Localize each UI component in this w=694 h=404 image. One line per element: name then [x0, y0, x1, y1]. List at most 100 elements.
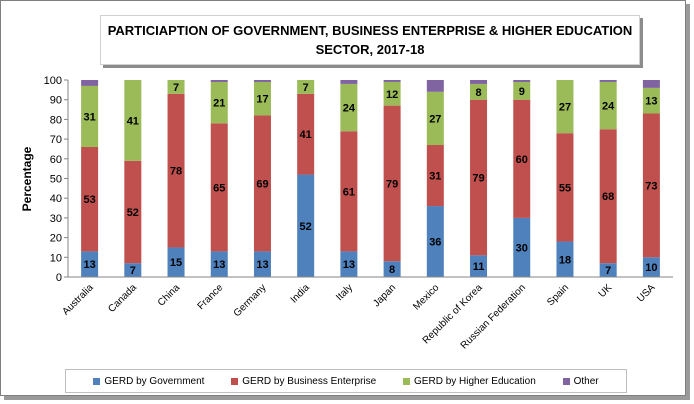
bar-segment: [81, 80, 99, 86]
bars: 1353317524115787136521136917524171361248…: [81, 80, 660, 277]
bar-segment: [642, 87, 660, 114]
y-axis-label: Percentage: [20, 146, 34, 211]
legend-swatch: [562, 377, 570, 385]
bar-segment: [124, 80, 142, 161]
data-label: 7: [173, 82, 179, 94]
y-tick-label: 40: [50, 193, 62, 205]
bar-segment: [642, 113, 660, 258]
y-tick-label: 80: [50, 114, 62, 126]
data-label: 69: [256, 178, 268, 190]
bar-segment: [513, 81, 531, 100]
x-tick-label: UK: [597, 282, 615, 300]
x-tick-label: Australia: [60, 282, 96, 318]
data-label: 13: [256, 259, 268, 271]
bar-segment: [81, 146, 99, 252]
bar-segment: [599, 263, 617, 277]
bar-segment: [167, 247, 185, 277]
bar-segment: [167, 93, 185, 248]
data-label: 31: [429, 171, 441, 183]
y-tick-label: 10: [50, 252, 62, 264]
data-label: 24: [602, 101, 615, 113]
data-label: 17: [256, 94, 268, 106]
bar-segment: [426, 145, 444, 207]
bar-segment: [340, 131, 358, 252]
bar-segment: [426, 91, 444, 146]
data-label: 79: [472, 173, 484, 185]
bar-segment: [297, 174, 315, 277]
data-label: 13: [343, 259, 355, 271]
x-tick-label: Mexico: [411, 282, 441, 312]
bar-segment: [599, 80, 617, 82]
x-tick-label: China: [156, 282, 183, 309]
bar-segment: [470, 99, 488, 256]
y-tick-label: 100: [44, 75, 62, 87]
legend: GERD by Government GERD by Business Enter…: [65, 369, 627, 393]
data-label: 24: [343, 103, 356, 115]
legend-swatch: [231, 377, 239, 385]
data-label: 15: [170, 257, 182, 269]
bar-segment: [297, 93, 315, 175]
bar-segment: [253, 115, 271, 252]
y-axis: 0 10 20 30 40 50 60 70 80 90 100: [44, 75, 69, 284]
data-label: 13: [645, 96, 657, 108]
data-label: 79: [386, 178, 398, 190]
data-label: 11: [473, 261, 485, 273]
x-tick-label: Spain: [545, 282, 571, 308]
data-label: 13: [213, 259, 225, 271]
data-label: 8: [389, 264, 395, 276]
y-tick-label: 0: [56, 272, 62, 284]
data-label: 18: [559, 254, 571, 266]
data-label: 31: [83, 111, 95, 123]
data-label: 7: [130, 265, 136, 277]
data-label: 13: [83, 259, 95, 271]
y-tick-label: 50: [50, 174, 62, 186]
y-tick-label: 60: [50, 154, 62, 166]
data-label: 30: [516, 242, 528, 254]
legend-swatch: [93, 377, 101, 385]
chart-title: PARTICIAPTION OF GOVERNMENT, BUSINESS EN…: [100, 15, 640, 65]
data-label: 9: [519, 86, 525, 98]
bar-segment: [210, 251, 228, 277]
bar-segment: [253, 251, 271, 277]
bar-segment: [340, 251, 358, 277]
bar-segment: [599, 81, 617, 130]
bar-segment: [470, 255, 488, 277]
data-label: 78: [170, 166, 182, 178]
legend-item: Other: [562, 375, 599, 387]
data-label: 53: [83, 194, 95, 206]
legend-label: GERD by Business Enterprise: [242, 375, 377, 387]
data-label: 8: [475, 87, 481, 99]
bar-segment: [642, 257, 660, 277]
data-label: 52: [300, 221, 312, 233]
bar-segment: [210, 123, 228, 252]
x-tick-label: Italy: [334, 282, 355, 303]
y-tick-label: 30: [50, 213, 62, 225]
bar-segment: [642, 80, 660, 88]
data-label: 60: [516, 154, 528, 166]
bar-segment: [556, 80, 574, 134]
data-label: 36: [429, 237, 441, 249]
bar-segment: [253, 80, 271, 82]
bar-segment: [124, 263, 142, 277]
x-tick-label: France: [196, 282, 226, 312]
legend-item: GERD by Higher Education: [403, 376, 536, 387]
data-label: 7: [303, 82, 309, 94]
data-label: 10: [645, 262, 657, 274]
x-axis: Australia Canada China France Germany India It…: [60, 276, 673, 351]
legend-item: GERD by Government: [93, 376, 204, 387]
legend-label: GERD by Higher Education: [414, 375, 536, 387]
bar-segment: [470, 80, 488, 84]
legend-label: Other: [573, 375, 599, 387]
bar-segment: [426, 206, 444, 277]
bar-segment: [513, 80, 531, 82]
data-label: 12: [386, 89, 398, 101]
data-label: 27: [429, 113, 441, 125]
data-label: 61: [343, 186, 355, 198]
y-tick-label: 90: [50, 95, 62, 107]
bar-segment: [81, 85, 99, 147]
chart-title-line-1: PARTICIAPTION OF GOVERNMENT, BUSINESS EN…: [107, 23, 633, 38]
bar-segment: [297, 80, 315, 94]
bar-segment: [426, 80, 444, 92]
data-label: 52: [127, 207, 139, 219]
